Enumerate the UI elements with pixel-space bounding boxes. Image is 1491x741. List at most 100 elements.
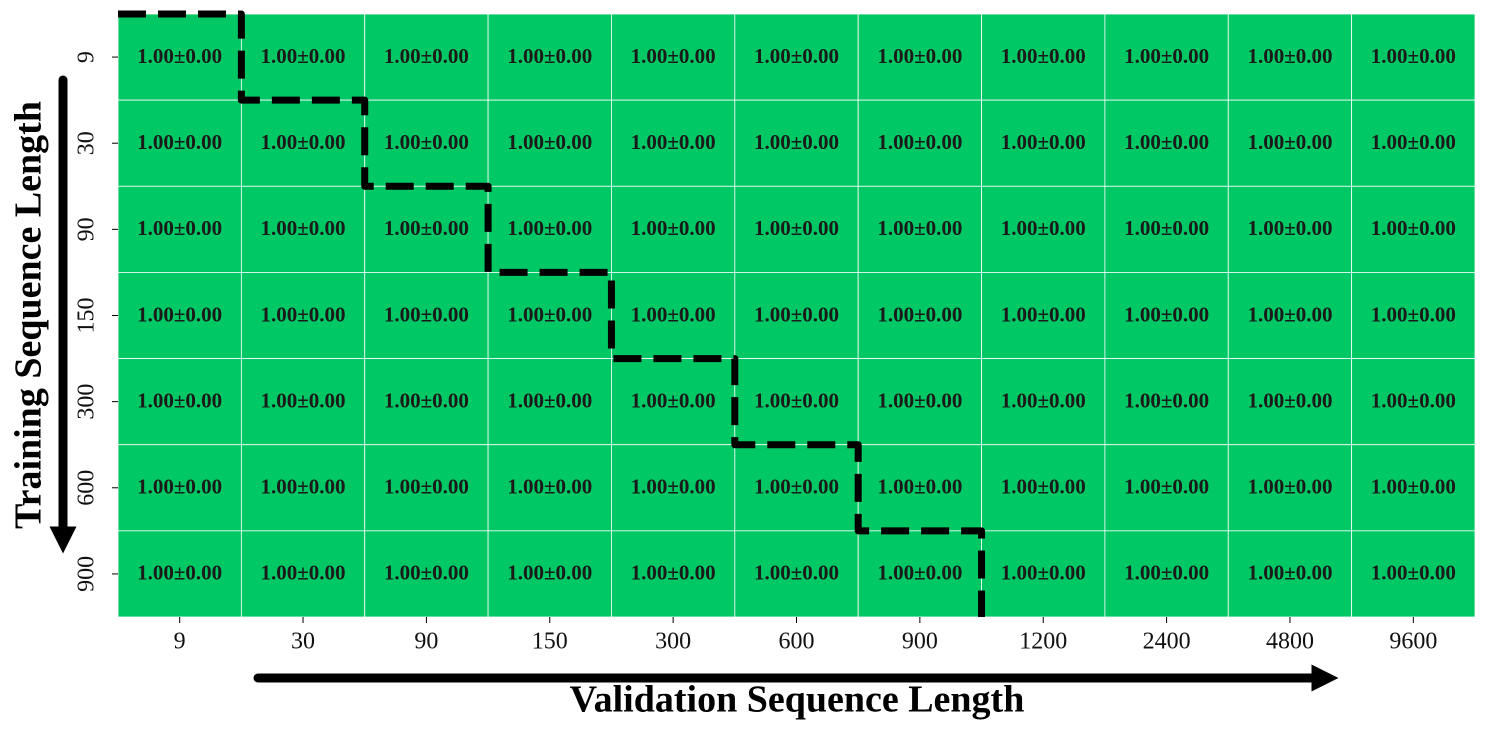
x-tick-label: 600 <box>779 629 815 655</box>
heatmap-cell <box>240 99 366 187</box>
cell-label: 1.00±0.00 <box>507 561 592 585</box>
heatmap-cell <box>1104 185 1229 273</box>
cell-label: 1.00±0.00 <box>754 388 839 412</box>
cell-label: 1.00±0.00 <box>507 130 592 154</box>
heatmap-cell <box>487 13 612 101</box>
heatmap-cell <box>117 444 242 532</box>
heatmap-cell <box>1227 99 1353 187</box>
cell-label: 1.00±0.00 <box>754 44 839 68</box>
heatmap-cell <box>981 13 1106 101</box>
y-tick-label: 600 <box>74 470 100 506</box>
cell-label: 1.00±0.00 <box>877 216 962 240</box>
cell-label: 1.00±0.00 <box>1124 44 1209 68</box>
y-tick-label: 90 <box>74 217 100 241</box>
cell-label: 1.00±0.00 <box>631 216 716 240</box>
cell-label: 1.00±0.00 <box>261 561 346 585</box>
cell-label: 1.00±0.00 <box>1371 475 1456 499</box>
cell-label: 1.00±0.00 <box>877 388 962 412</box>
heatmap-cell <box>1227 358 1353 446</box>
heatmap-cell <box>117 99 242 187</box>
x-tick-label: 300 <box>655 629 691 655</box>
heatmap-cell <box>117 185 242 273</box>
cell-label: 1.00±0.00 <box>1371 388 1456 412</box>
heatmap-cell <box>1104 99 1229 187</box>
heatmap-cell <box>117 530 242 618</box>
y-tick-label: 150 <box>74 298 100 334</box>
cell-label: 1.00±0.00 <box>754 302 839 326</box>
cell-label: 1.00±0.00 <box>137 216 222 240</box>
cell-label: 1.00±0.00 <box>754 216 839 240</box>
y-tick-label: 30 <box>74 131 100 155</box>
heatmap-cell <box>1351 444 1476 532</box>
x-tick-label: 1200 <box>1019 629 1067 655</box>
cell-label: 1.00±0.00 <box>754 130 839 154</box>
heatmap-cell <box>364 272 489 359</box>
heatmap-cell <box>1227 530 1353 618</box>
cell-label: 1.00±0.00 <box>877 130 962 154</box>
cell-label: 1.00±0.00 <box>507 44 592 68</box>
y-axis-title: Training Sequence Length <box>8 101 50 529</box>
cell-label: 1.00±0.00 <box>384 44 469 68</box>
cell-label: 1.00±0.00 <box>754 561 839 585</box>
x-tick-label: 90 <box>414 629 438 655</box>
cell-label: 1.00±0.00 <box>1371 216 1456 240</box>
x-tick-label: 4800 <box>1266 629 1314 655</box>
cell-label: 1.00±0.00 <box>261 130 346 154</box>
cell-label: 1.00±0.00 <box>1001 216 1086 240</box>
y-tick-label: 900 <box>74 556 100 592</box>
cell-label: 1.00±0.00 <box>1247 475 1332 499</box>
cell-label: 1.00±0.00 <box>384 475 469 499</box>
heatmap-cell <box>1351 358 1476 446</box>
heatmap-cell <box>734 13 859 101</box>
heatmap-cell <box>364 530 489 618</box>
heatmap-cell <box>857 358 982 446</box>
heatmap-cell <box>1227 13 1353 101</box>
heatmap-cell <box>611 99 736 187</box>
y-tick-label: 9 <box>74 51 100 63</box>
cell-label: 1.00±0.00 <box>754 475 839 499</box>
cell-label: 1.00±0.00 <box>1001 130 1086 154</box>
heatmap-cell <box>240 13 366 101</box>
heatmap-cell <box>981 530 1106 618</box>
cell-label: 1.00±0.00 <box>631 302 716 326</box>
cell-label: 1.00±0.00 <box>1247 561 1332 585</box>
cell-label: 1.00±0.00 <box>261 388 346 412</box>
heatmap-cell <box>240 444 366 532</box>
cell-label: 1.00±0.00 <box>877 561 962 585</box>
cell-label: 1.00±0.00 <box>384 388 469 412</box>
cell-label: 1.00±0.00 <box>137 388 222 412</box>
cell-label: 1.00±0.00 <box>137 561 222 585</box>
heatmap-cell <box>1104 272 1229 359</box>
y-tick-label: 300 <box>74 384 100 420</box>
heatmap-cell <box>487 444 612 532</box>
heatmap-cell <box>240 358 366 446</box>
heatmap-cell <box>117 13 242 101</box>
cell-label: 1.00±0.00 <box>384 561 469 585</box>
heatmap-cell <box>117 358 242 446</box>
cell-label: 1.00±0.00 <box>1371 561 1456 585</box>
heatmap-cell <box>1351 530 1476 618</box>
x-tick-label: 150 <box>532 629 568 655</box>
heatmap-cell <box>364 13 489 101</box>
cell-label: 1.00±0.00 <box>1247 130 1332 154</box>
cell-label: 1.00±0.00 <box>1001 475 1086 499</box>
heatmap-cell <box>364 99 489 187</box>
cell-label: 1.00±0.00 <box>384 130 469 154</box>
cell-label: 1.00±0.00 <box>261 216 346 240</box>
cell-label: 1.00±0.00 <box>507 302 592 326</box>
cell-label: 1.00±0.00 <box>1124 302 1209 326</box>
cell-label: 1.00±0.00 <box>384 216 469 240</box>
cell-label: 1.00±0.00 <box>631 475 716 499</box>
cell-label: 1.00±0.00 <box>1124 388 1209 412</box>
heatmap-cell <box>611 185 736 273</box>
heatmap-cell <box>487 358 612 446</box>
cell-label: 1.00±0.00 <box>261 44 346 68</box>
heatmap-cell <box>734 358 859 446</box>
heatmap-cell <box>857 99 982 187</box>
cell-label: 1.00±0.00 <box>1247 388 1332 412</box>
cell-label: 1.00±0.00 <box>877 44 962 68</box>
cell-label: 1.00±0.00 <box>631 561 716 585</box>
cell-label: 1.00±0.00 <box>1001 44 1086 68</box>
cell-label: 1.00±0.00 <box>631 388 716 412</box>
cell-label: 1.00±0.00 <box>137 130 222 154</box>
